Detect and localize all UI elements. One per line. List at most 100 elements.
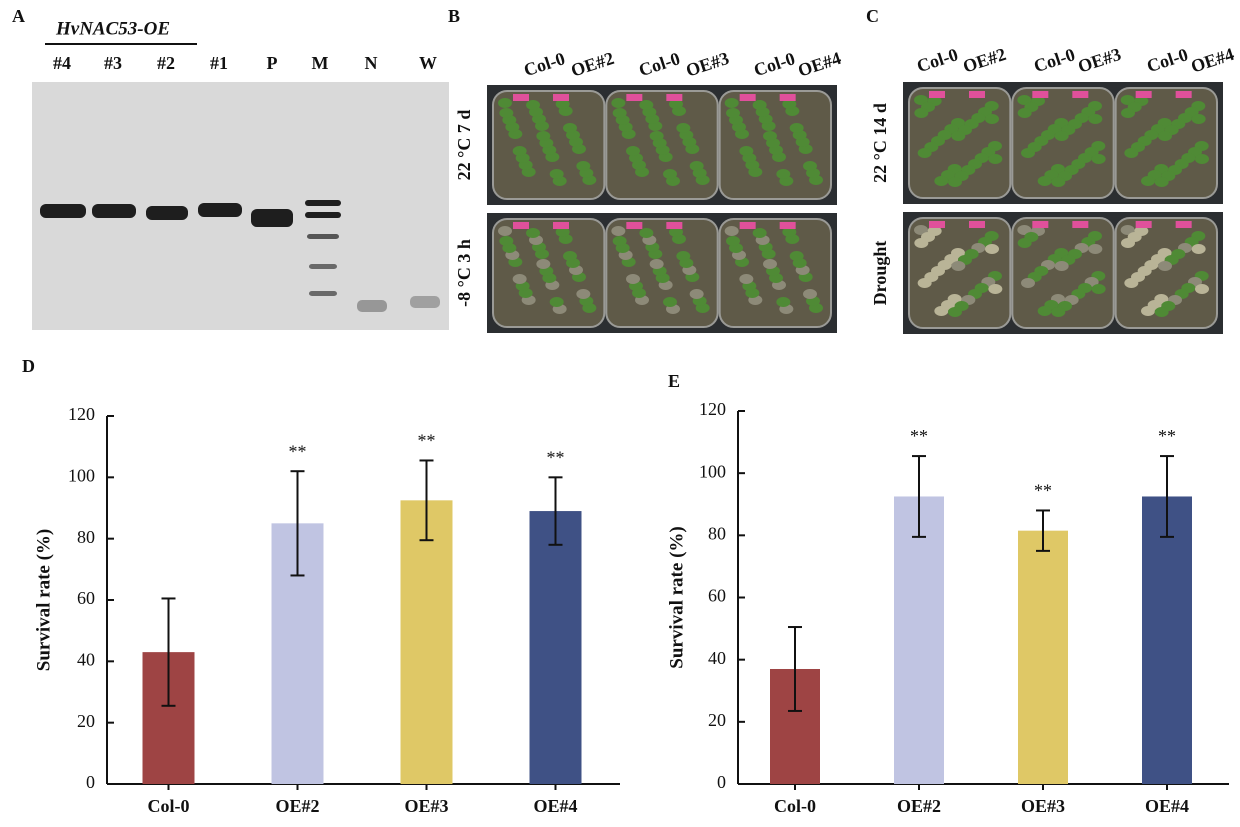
plant (934, 176, 949, 186)
plant (676, 123, 691, 133)
row-label: 22 °C 14 d (870, 103, 890, 183)
plant (948, 307, 962, 317)
x-tick-label: OE#3 (1021, 796, 1065, 816)
plant (499, 108, 514, 118)
tag (929, 91, 945, 98)
plant (498, 98, 512, 108)
plant (782, 99, 797, 109)
x-tick-label: OE#2 (275, 796, 319, 816)
lane-label: #3 (104, 53, 122, 73)
plant (639, 100, 654, 110)
panel-letter: A (12, 6, 25, 26)
plant (1195, 154, 1209, 164)
bar (400, 500, 453, 784)
column-label: OE#2 (568, 48, 616, 81)
plant (611, 98, 626, 108)
plant (1088, 244, 1103, 254)
plant (988, 154, 1003, 164)
lane-label: W (419, 53, 437, 73)
plant (776, 297, 791, 307)
plant (1141, 306, 1155, 316)
tag (553, 94, 569, 101)
plant (1054, 261, 1069, 271)
plant (1158, 261, 1172, 271)
plant (1037, 306, 1052, 316)
tag (739, 94, 756, 101)
plant (951, 131, 966, 141)
y-tick-label: 20 (708, 710, 726, 730)
lane-label: M (312, 53, 329, 73)
bar (1018, 530, 1068, 784)
tag (1175, 91, 1192, 98)
plant (934, 306, 949, 316)
plant (1017, 95, 1032, 105)
tag (969, 221, 985, 228)
x-tick-label: OE#4 (533, 796, 577, 816)
plant (782, 227, 797, 237)
panel-letter: E (668, 371, 680, 391)
plant (669, 227, 683, 237)
plant (689, 161, 704, 171)
plant (1124, 148, 1139, 158)
lane-label: #4 (53, 53, 71, 73)
lane-label: P (267, 53, 278, 73)
plant (776, 169, 791, 179)
tag (1135, 91, 1152, 98)
plant (1124, 278, 1139, 288)
plant (669, 99, 683, 109)
plant (1017, 108, 1032, 118)
plant (1054, 131, 1069, 141)
plant (1091, 154, 1106, 164)
plant (1120, 95, 1135, 105)
plant (549, 169, 564, 179)
column-label: Col-0 (1031, 44, 1077, 76)
plant (498, 226, 512, 236)
plant (726, 108, 740, 118)
plant (803, 289, 817, 299)
tag (929, 221, 945, 228)
tag (1032, 91, 1049, 98)
plant (549, 297, 564, 307)
plant (576, 161, 591, 171)
panel-letter: B (448, 6, 460, 26)
plant (724, 226, 739, 236)
plant (626, 146, 640, 156)
plant (752, 228, 767, 238)
y-axis-title: Survival rate (%) (666, 526, 687, 668)
y-tick-label: 40 (77, 649, 95, 669)
column-label: Col-0 (751, 48, 797, 80)
plant (724, 98, 739, 108)
plant (726, 236, 740, 246)
plant (1154, 307, 1169, 317)
gel-bands (40, 200, 440, 312)
plant (555, 227, 570, 237)
y-tick-label: 80 (708, 523, 726, 543)
plant (563, 251, 577, 261)
x-tick-label: Col-0 (774, 796, 816, 816)
plant (988, 284, 1003, 294)
column-label: OE#4 (1188, 44, 1236, 77)
tag (626, 222, 643, 229)
plant (1051, 307, 1066, 317)
y-tick-label: 40 (708, 648, 726, 668)
row-label: -8 °C 3 h (454, 239, 474, 307)
plant (914, 225, 928, 235)
column-label: Col-0 (521, 48, 567, 80)
plant (1021, 148, 1035, 158)
plant (914, 238, 929, 248)
plant (499, 236, 514, 246)
plant (1051, 177, 1066, 187)
bar (894, 496, 944, 784)
plant (536, 131, 551, 141)
x-tick-label: Col-0 (148, 796, 190, 816)
row-label: 22 °C 7 d (454, 110, 474, 181)
plant (512, 274, 527, 284)
tag (969, 91, 985, 98)
tag (1032, 221, 1049, 228)
y-tick-label: 0 (717, 772, 726, 792)
tag (666, 94, 683, 101)
plant (612, 108, 627, 118)
plant (649, 259, 664, 269)
plant (985, 244, 999, 254)
plant (985, 114, 999, 124)
